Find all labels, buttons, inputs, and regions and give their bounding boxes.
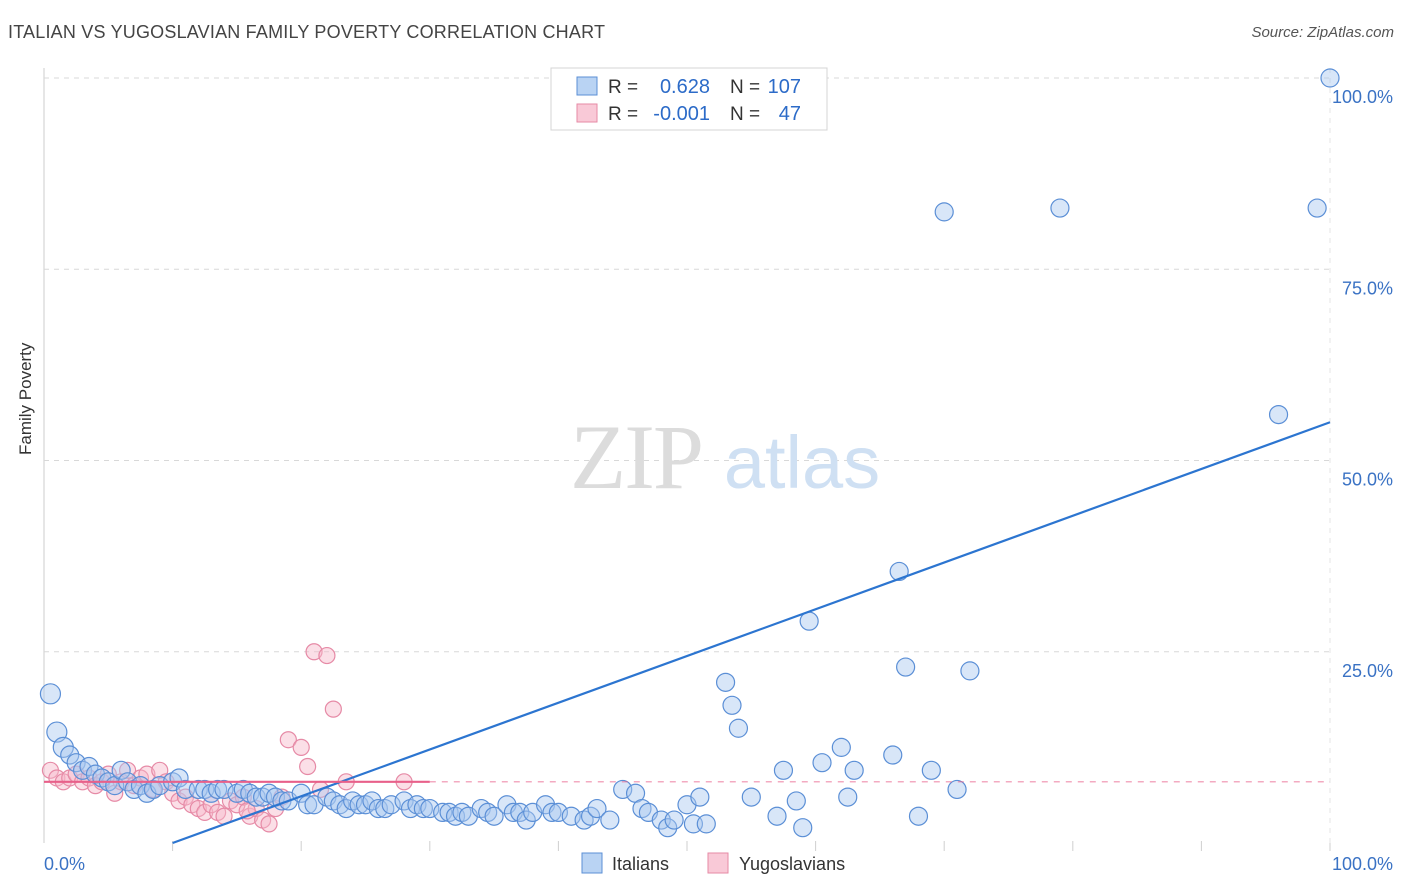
italians-point bbox=[960, 661, 980, 681]
legend-r-value-1: 0.628 bbox=[660, 76, 710, 98]
yugoslavians-point bbox=[305, 643, 323, 661]
legend-swatch-italians bbox=[576, 76, 598, 96]
italians-point bbox=[658, 818, 678, 838]
italians-point bbox=[696, 814, 716, 834]
italians-point bbox=[767, 806, 787, 826]
italians-point bbox=[60, 745, 80, 765]
bottom-legend-italians: Italians bbox=[612, 854, 669, 874]
italians-point bbox=[587, 798, 607, 819]
y-tick-label: 100.0% bbox=[1332, 87, 1393, 107]
italians-point bbox=[246, 787, 266, 807]
y-tick-label: 25.0% bbox=[1342, 661, 1393, 681]
bottom-legend-swatch-italians bbox=[581, 852, 603, 874]
watermark: ZIP atlas bbox=[570, 406, 880, 508]
italians-point bbox=[420, 798, 440, 819]
y-tick-labels: 25.0% 50.0% 75.0% 100.0% bbox=[1332, 87, 1393, 681]
italians-point bbox=[1320, 68, 1340, 88]
italians-point bbox=[188, 779, 208, 800]
trend-lines bbox=[44, 421, 1331, 845]
yugoslavians-point bbox=[260, 815, 278, 833]
source-label: Source: ZipAtlas.com bbox=[1251, 24, 1394, 41]
italians-point bbox=[690, 787, 710, 807]
italians-point bbox=[561, 806, 581, 826]
italians-point bbox=[1268, 405, 1289, 425]
legend-n-value-1: 107 bbox=[768, 76, 801, 98]
legend-n-label-2: N = bbox=[730, 104, 760, 125]
italians-point bbox=[600, 810, 620, 830]
legend-swatch-yugoslavians bbox=[576, 103, 598, 123]
yugoslavians-point bbox=[299, 757, 317, 776]
x-tick-labels: 0.0% 100.0% bbox=[44, 854, 1393, 874]
italians-point bbox=[381, 795, 401, 815]
italians-point bbox=[715, 672, 736, 692]
italians-point bbox=[883, 745, 903, 765]
italians-point bbox=[580, 806, 601, 826]
italians-point bbox=[934, 202, 954, 222]
x-tick-label: 100.0% bbox=[1332, 854, 1393, 874]
italians-point bbox=[394, 791, 414, 811]
italians-point bbox=[793, 818, 813, 838]
yugoslavians-point bbox=[234, 788, 252, 806]
legend-r-label-2: R = bbox=[608, 104, 638, 125]
italians-point bbox=[947, 779, 967, 800]
yugoslavians-point bbox=[324, 700, 342, 718]
y-tick-label: 75.0% bbox=[1342, 278, 1393, 298]
legend: R = 0.628 N = 107 R = -0.001 N = 47 bbox=[550, 67, 828, 131]
x-tick-label: 0.0% bbox=[44, 854, 85, 874]
italians-point bbox=[1307, 198, 1327, 218]
italians-point bbox=[728, 718, 749, 738]
italians-point bbox=[844, 760, 864, 780]
italians-point bbox=[433, 802, 453, 823]
italians-point bbox=[413, 798, 433, 819]
italians-point bbox=[722, 695, 742, 715]
italians-point bbox=[484, 806, 504, 826]
italians-point bbox=[298, 795, 318, 815]
legend-r-label-1: R = bbox=[608, 77, 638, 98]
italians-point bbox=[336, 798, 356, 819]
italians-point bbox=[79, 756, 99, 777]
italians-point bbox=[773, 760, 794, 780]
italians-point bbox=[812, 753, 832, 773]
italians-point bbox=[838, 787, 858, 807]
italians-point bbox=[111, 760, 131, 780]
italians-point bbox=[896, 657, 916, 677]
bottom-legend-swatch-yugoslavians bbox=[707, 852, 729, 874]
italians-point bbox=[542, 802, 562, 823]
svg-text:atlas: atlas bbox=[724, 421, 880, 504]
italians-point bbox=[349, 795, 369, 815]
italians-point bbox=[208, 779, 228, 800]
legend-n-label-1: N = bbox=[730, 77, 760, 98]
yugoslavians-point bbox=[279, 731, 297, 749]
y-tick-label: 50.0% bbox=[1342, 470, 1393, 490]
legend-n-value-2: 47 bbox=[779, 103, 801, 125]
italians-point bbox=[664, 810, 684, 830]
italians-point bbox=[39, 683, 62, 705]
italians-point bbox=[831, 737, 851, 757]
italians-point bbox=[741, 787, 761, 807]
yugoslavians-point bbox=[318, 646, 336, 665]
italians-point bbox=[786, 791, 806, 811]
italians-point bbox=[921, 760, 941, 780]
italians-points bbox=[39, 68, 1340, 838]
italians-point bbox=[548, 802, 569, 823]
bottom-legend: Italians Yugoslavians bbox=[581, 852, 845, 874]
svg-text:ZIP: ZIP bbox=[570, 406, 702, 508]
italians-trend-line bbox=[172, 421, 1331, 845]
italians-point bbox=[516, 810, 536, 830]
chart-title: ITALIAN VS YUGOSLAVIAN FAMILY POVERTY CO… bbox=[8, 22, 606, 42]
italians-point bbox=[368, 798, 388, 819]
italians-point bbox=[889, 561, 909, 582]
yugoslavians-points bbox=[41, 643, 413, 833]
italians-point bbox=[1050, 198, 1070, 218]
italians-point bbox=[66, 753, 86, 773]
italians-point bbox=[908, 806, 929, 826]
italians-point bbox=[613, 779, 633, 800]
italians-point bbox=[214, 779, 234, 800]
legend-r-value-2: -0.001 bbox=[653, 103, 710, 125]
bottom-legend-yugoslavians: Yugoslavians bbox=[739, 854, 845, 874]
yugoslavians-point bbox=[292, 738, 310, 756]
